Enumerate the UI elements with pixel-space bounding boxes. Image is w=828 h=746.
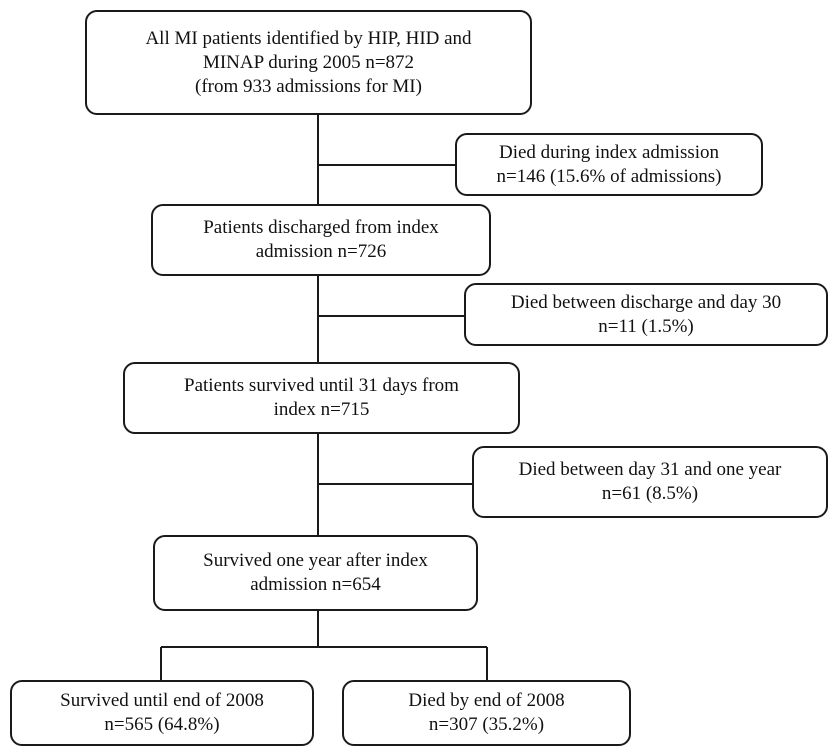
node-discharged-line2: admission n=726: [255, 241, 387, 262]
node-survived-one-year: Survived one year after index admission …: [153, 535, 478, 611]
node-died-index-admission-line2: n=146 (15.6% of admissions): [496, 165, 722, 187]
node-died-index-admission: Died during index admission n=146 (15.6%…: [455, 133, 763, 196]
node-all-mi-patients-line2: MINAP during 2005 n=872: [202, 51, 415, 73]
node-survived-end-2008-line2: n=565 (64.8%): [104, 714, 220, 735]
node-survived-one-year-line2: admission n=654: [250, 574, 381, 595]
node-died-end-2008-line1: Died by end of 2008: [408, 690, 565, 711]
node-died-before-one-year-line2: n=61 (8.5%): [601, 483, 699, 504]
node-died-before-day30: Died between discharge and day 30 n=11 (…: [464, 283, 828, 346]
node-died-before-day30-line1: Died between discharge and day 30: [510, 291, 782, 313]
node-discharged-line1: Patients discharged from index: [203, 217, 439, 238]
node-died-end-2008-line2: n=307 (35.2%): [428, 714, 545, 735]
node-survived-end-2008: Survived until end of 2008 n=565 (64.8%): [10, 680, 314, 746]
node-died-end-2008: Died by end of 2008 n=307 (35.2%): [342, 680, 631, 746]
node-discharged: Patients discharged from index admission…: [151, 204, 491, 276]
node-died-before-one-year: Died between day 31 and one year n=61 (8…: [472, 446, 828, 518]
node-died-before-one-year-line1: Died between day 31 and one year: [518, 459, 782, 480]
node-all-mi-patients-line1: All MI patients identified by HIP, HID a…: [145, 27, 472, 49]
node-survived-end-2008-line1: Survived until end of 2008: [60, 690, 264, 711]
node-died-before-day30-line2: n=11 (1.5%): [598, 315, 694, 337]
node-survived-one-year-line1: Survived one year after index: [203, 550, 428, 571]
node-all-mi-patients: All MI patients identified by HIP, HID a…: [85, 10, 532, 115]
node-survived-31-days-line2: index n=715: [273, 399, 370, 420]
node-survived-31-days: Patients survived until 31 days from ind…: [123, 362, 520, 434]
node-survived-31-days-line1: Patients survived until 31 days from: [184, 375, 459, 396]
node-all-mi-patients-line3: (from 933 admissions for MI): [195, 75, 422, 97]
node-died-index-admission-line1: Died during index admission: [498, 141, 720, 163]
